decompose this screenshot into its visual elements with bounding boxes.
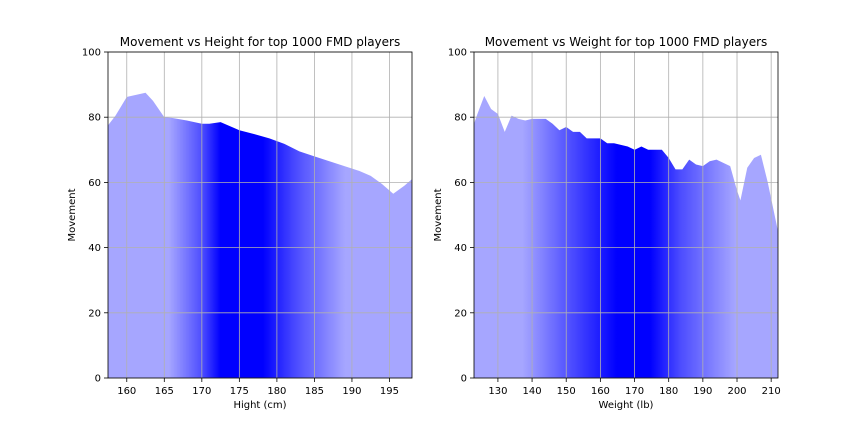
y-tick-label: 40 — [454, 243, 467, 254]
chart-title: Movement vs Height for top 1000 FMD play… — [120, 35, 400, 49]
x-tick-label: 170 — [625, 386, 644, 397]
x-tick-label: 150 — [557, 386, 576, 397]
x-tick-label: 200 — [727, 386, 746, 397]
x-axis-label: Weight (lb) — [599, 400, 654, 411]
y-tick-label: 20 — [88, 308, 101, 319]
y-tick-label: 20 — [454, 308, 467, 319]
y-tick-label: 100 — [448, 48, 467, 59]
plot-frame — [473, 51, 779, 379]
chart-2: 130 140 150 160 170 180 190 200 210 0 20 40 60 80 100 M… — [433, 35, 781, 411]
area-series — [108, 92, 412, 378]
x-tick-label: 210 — [762, 386, 781, 397]
area-series — [474, 96, 778, 378]
x-tick-label: 130 — [488, 386, 507, 397]
x-axis-label: Hight (cm) — [233, 400, 286, 411]
x-tick-label: 160 — [117, 386, 136, 397]
y-tick-label: 60 — [88, 178, 101, 189]
y-tick-label: 80 — [88, 113, 101, 124]
y-tick-label: 100 — [82, 48, 101, 59]
y-tick-label: 0 — [461, 374, 467, 385]
plot-frame — [107, 51, 413, 379]
x-tick-label: 195 — [380, 386, 399, 397]
chart-title: Movement vs Weight for top 1000 FMD play… — [485, 35, 768, 49]
x-tick-label: 190 — [342, 386, 361, 397]
x-tick-label: 185 — [305, 386, 324, 397]
x-tick-label: 165 — [155, 386, 174, 397]
y-tick-label: 0 — [95, 374, 101, 385]
chart-1: 160 165 170 175 180 185 190 195 0 20 40 60 80 100 Move… — [67, 35, 413, 411]
x-tick-label: 175 — [230, 386, 249, 397]
y-axis-label: Movement — [433, 188, 444, 241]
x-tick-label: 140 — [523, 386, 542, 397]
x-tick-label: 170 — [192, 386, 211, 397]
x-tick-label: 160 — [591, 386, 610, 397]
y-tick-label: 60 — [454, 178, 467, 189]
x-tick-label: 190 — [693, 386, 712, 397]
x-tick-label: 180 — [659, 386, 678, 397]
y-tick-label: 80 — [454, 113, 467, 124]
x-tick-label: 180 — [267, 386, 286, 397]
y-axis-label: Movement — [67, 188, 78, 241]
y-tick-label: 40 — [88, 243, 101, 254]
